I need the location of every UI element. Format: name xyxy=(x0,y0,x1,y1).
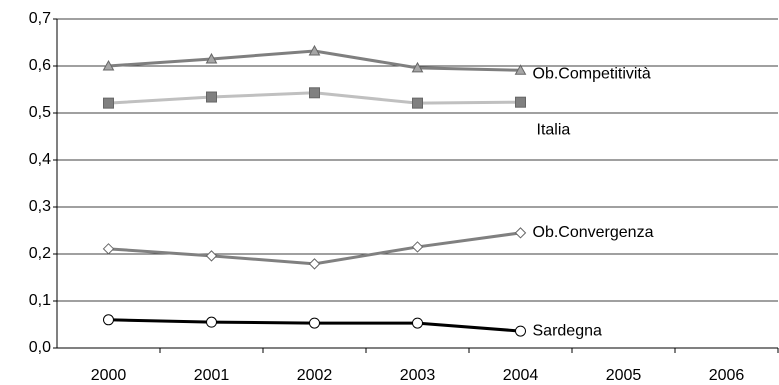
series-label: Sardegna xyxy=(533,322,602,339)
data-point xyxy=(206,316,217,328)
x-tick-label: 2005 xyxy=(606,367,642,384)
x-tick-label: 2001 xyxy=(194,367,230,384)
data-point xyxy=(514,227,527,239)
data-point xyxy=(309,87,320,99)
y-tick-label: 0,6 xyxy=(29,57,51,74)
series-label: Ob.Convergenza xyxy=(533,224,654,241)
y-tick-label: 0,4 xyxy=(29,151,51,168)
data-point xyxy=(308,258,321,270)
x-tick-label: 2003 xyxy=(400,367,436,384)
series-label: Italia xyxy=(537,121,571,138)
data-point xyxy=(206,91,217,103)
series-label: Ob.Competitività xyxy=(533,65,651,82)
y-tick-label: 0,5 xyxy=(29,104,51,121)
data-point xyxy=(515,325,526,337)
data-point xyxy=(205,52,218,64)
data-point xyxy=(411,61,424,73)
y-tick-label: 0,2 xyxy=(29,245,51,262)
y-tick-label: 0,7 xyxy=(29,10,51,27)
data-point xyxy=(103,314,114,326)
data-point xyxy=(103,97,114,109)
data-point xyxy=(102,243,115,255)
y-tick-label: 0,0 xyxy=(29,339,51,356)
data-point xyxy=(308,44,321,56)
data-point xyxy=(411,241,424,253)
y-tick-label: 0,3 xyxy=(29,198,51,215)
data-point xyxy=(412,317,423,329)
data-point xyxy=(205,250,218,262)
data-point xyxy=(309,317,320,329)
x-tick-label: 2000 xyxy=(91,367,127,384)
data-point xyxy=(412,97,423,109)
data-point xyxy=(514,64,527,75)
x-tick-label: 2002 xyxy=(297,367,333,384)
data-point xyxy=(102,59,115,71)
x-tick-label: 2004 xyxy=(503,367,539,384)
x-tick-label: 2006 xyxy=(709,367,745,384)
y-tick-label: 0,1 xyxy=(29,292,51,309)
data-point xyxy=(515,96,526,108)
